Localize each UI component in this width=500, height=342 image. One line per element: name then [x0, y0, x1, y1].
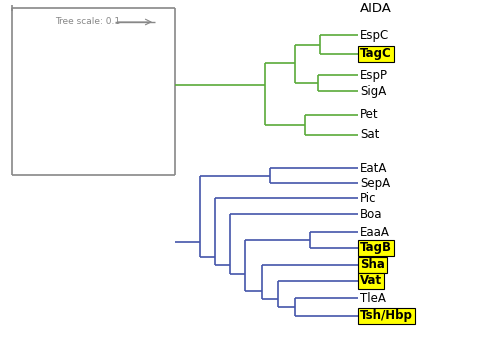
Text: EspP: EspP: [360, 68, 388, 81]
Text: TagC: TagC: [360, 48, 392, 61]
Text: Pic: Pic: [360, 192, 376, 205]
Text: Sat: Sat: [360, 129, 380, 142]
Text: Sha: Sha: [360, 259, 385, 272]
Text: SigA: SigA: [360, 84, 386, 97]
Text: EspC: EspC: [360, 28, 389, 41]
Text: TleA: TleA: [360, 291, 386, 304]
Text: EatA: EatA: [360, 161, 388, 174]
Text: EaaA: EaaA: [360, 225, 390, 238]
Text: Vat: Vat: [360, 275, 382, 288]
Text: SepA: SepA: [360, 176, 390, 189]
Text: Pet: Pet: [360, 108, 378, 121]
Text: TagB: TagB: [360, 241, 392, 254]
Text: Tsh/Hbp: Tsh/Hbp: [360, 310, 413, 323]
Text: Tree scale: 0.1: Tree scale: 0.1: [55, 17, 120, 26]
Text: Boa: Boa: [360, 208, 382, 221]
Text: AIDA: AIDA: [360, 1, 392, 14]
